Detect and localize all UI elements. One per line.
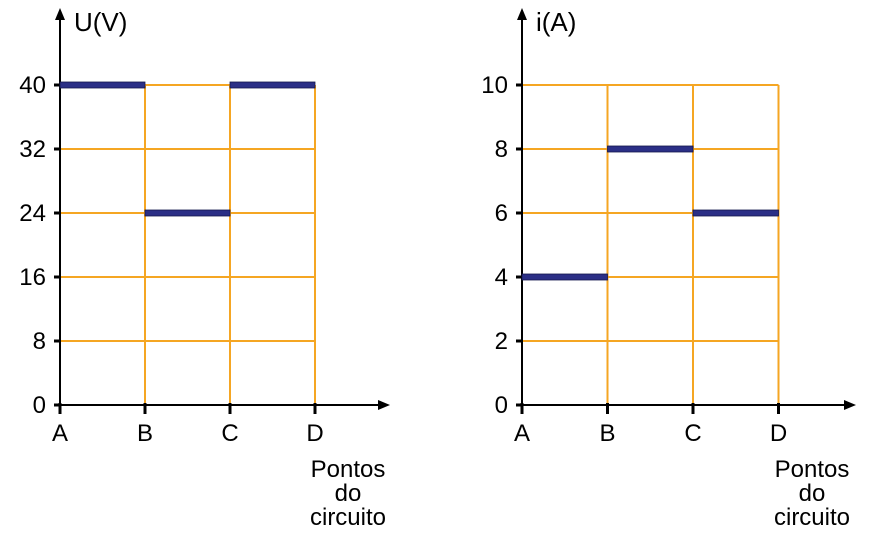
data-segment bbox=[607, 145, 694, 153]
y-tick-label: 4 bbox=[495, 264, 508, 291]
x-axis-title-line: Pontos bbox=[311, 456, 386, 483]
data-segment bbox=[229, 81, 316, 89]
x-axis-title-line: Pontos bbox=[775, 456, 850, 483]
x-axis-title-line: do bbox=[799, 480, 826, 507]
y-tick-label: 8 bbox=[33, 328, 46, 355]
x-tick-label: C bbox=[221, 420, 238, 447]
x-axis-title-line: circuito bbox=[310, 504, 386, 531]
x-tick-label: B bbox=[599, 420, 615, 447]
y-axis-arrow-icon bbox=[517, 8, 527, 20]
y-tick-label: 16 bbox=[19, 264, 46, 291]
data-segment bbox=[144, 209, 231, 217]
y-axis-title: U(V) bbox=[74, 7, 127, 37]
y-tick-label: 24 bbox=[19, 200, 46, 227]
y-tick-label: 0 bbox=[33, 392, 46, 419]
x-tick-label: C bbox=[684, 420, 701, 447]
y-tick-label: 6 bbox=[495, 200, 508, 227]
y-axis-arrow-icon bbox=[55, 8, 65, 20]
x-axis-title-line: circuito bbox=[774, 504, 850, 531]
x-tick-label: A bbox=[52, 420, 68, 447]
x-axis-title-line: do bbox=[335, 480, 362, 507]
y-tick-label: 8 bbox=[495, 136, 508, 163]
x-axis-arrow-icon bbox=[378, 400, 390, 410]
data-segment bbox=[59, 81, 146, 89]
data-segment bbox=[692, 209, 779, 217]
y-tick-label: 2 bbox=[495, 328, 508, 355]
x-axis-arrow-icon bbox=[844, 400, 856, 410]
y-tick-label: 32 bbox=[19, 136, 46, 163]
x-tick-label: A bbox=[514, 420, 530, 447]
x-tick-label: D bbox=[770, 420, 787, 447]
y-tick-label: 40 bbox=[19, 72, 46, 99]
y-tick-label: 0 bbox=[495, 392, 508, 419]
y-axis-title: i(A) bbox=[536, 7, 576, 37]
x-tick-label: D bbox=[306, 420, 323, 447]
y-tick-label: 10 bbox=[481, 72, 508, 99]
x-tick-label: B bbox=[137, 420, 153, 447]
data-segment bbox=[521, 273, 608, 281]
